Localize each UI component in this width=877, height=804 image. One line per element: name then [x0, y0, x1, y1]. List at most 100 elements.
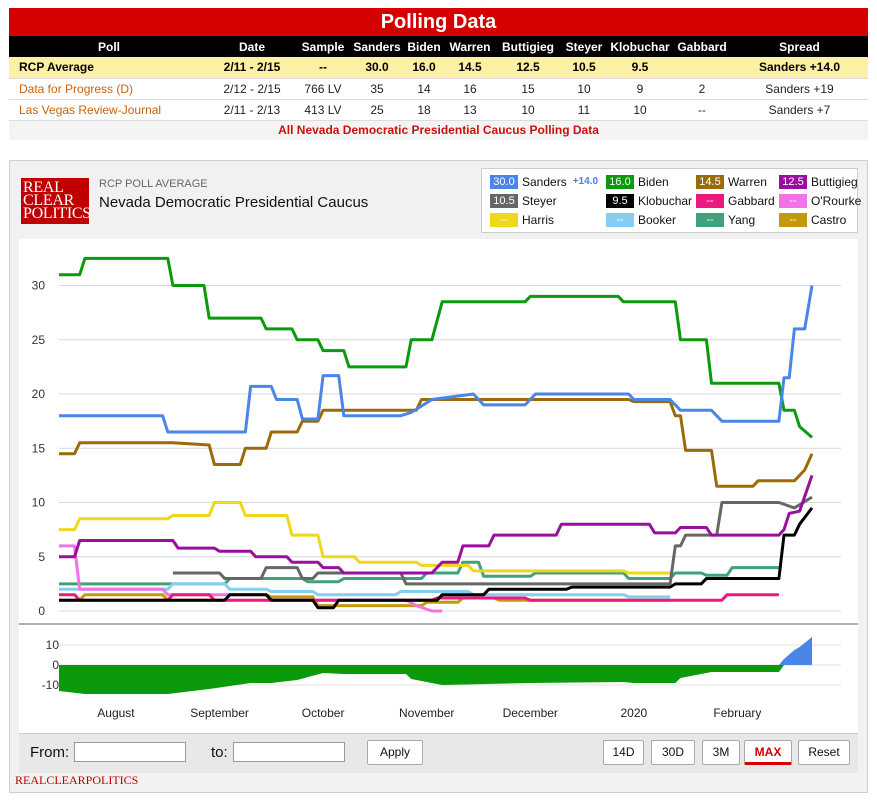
legend-item[interactable]: -- O'Rourke — [779, 193, 861, 208]
legend-name: Biden — [638, 174, 669, 189]
range-14d-button[interactable]: 14D — [603, 740, 644, 765]
legend-value-swatch: -- — [606, 212, 634, 227]
series-line-sanders — [59, 285, 814, 434]
table-cell: 35 — [351, 78, 403, 100]
legend-item[interactable]: 30.0 Sanders +14.0 — [490, 174, 598, 189]
polling-data-title: Polling Data — [9, 8, 868, 36]
x-tick-label: November — [399, 706, 454, 720]
table-cell: 15 — [495, 78, 561, 100]
poll-name-cell[interactable]: Las Vegas Review-Journal — [9, 99, 209, 121]
legend-name: Steyer — [522, 193, 557, 208]
reset-button[interactable]: Reset — [798, 740, 850, 765]
y-tick-label: 30 — [32, 279, 46, 293]
table-cell: 766 LV — [295, 78, 351, 100]
legend-item[interactable]: 16.0 Biden — [606, 174, 669, 189]
table-cell: 11 — [561, 99, 607, 121]
from-date-input[interactable] — [74, 742, 186, 762]
table-cell: 10.5 — [561, 57, 607, 79]
legend-value-swatch: -- — [490, 212, 518, 227]
y-tick-label: 0 — [38, 604, 45, 618]
polling-table: Poll Date Sample Sanders Biden Warren Buttigie… — [9, 36, 868, 140]
rcp-average-row: RCP Average 2/11 - 2/15 -- 30.0 16.0 14.5 12.5… — [9, 57, 868, 79]
series-line-biden — [59, 256, 813, 439]
table-cell: 2/11 - 2/15 — [209, 57, 295, 79]
chart-title: Nevada Democratic Presidential Caucus — [99, 194, 369, 211]
column-header: Biden — [403, 36, 445, 57]
column-header: Steyer — [561, 36, 607, 57]
spread-y-tick-label: 10 — [46, 638, 60, 652]
table-body: RCP Average 2/11 - 2/15 -- 30.0 16.0 14.5 12.5… — [9, 57, 868, 140]
legend-item[interactable]: -- Yang — [696, 212, 755, 227]
x-tick-label: December — [503, 706, 558, 720]
spread-area-negative — [59, 665, 812, 694]
legend-value-swatch: -- — [779, 193, 807, 208]
spread-chart — [59, 637, 812, 694]
spread-y-tick-label: 0 — [52, 658, 59, 672]
axis-labels: 0 5 10 15 20 25 30 10 0 -10 August September October… — [32, 279, 762, 720]
y-tick-label: 25 — [32, 333, 46, 347]
table-cell: 14.5 — [445, 57, 495, 79]
legend-name: O'Rourke — [811, 193, 862, 208]
column-header: Spread — [731, 36, 868, 57]
all-polls-row: All Nevada Democratic Presidential Caucu… — [9, 120, 868, 140]
y-tick-label: 5 — [38, 550, 45, 564]
legend-item[interactable]: 9.5 Klobuchar — [606, 193, 692, 208]
legend-item[interactable]: 14.5 Warren — [696, 174, 767, 189]
legend-name: Booker — [638, 212, 677, 227]
table-cell: 25 — [351, 99, 403, 121]
series-lines — [59, 256, 814, 613]
poll-name-cell: RCP Average — [9, 57, 209, 79]
x-tick-label: February — [713, 706, 761, 720]
range-3m-button[interactable]: 3M — [702, 740, 740, 765]
table-cell: 413 LV — [295, 99, 351, 121]
legend-value-swatch: 16.0 — [606, 174, 634, 189]
table-cell — [673, 57, 731, 79]
legend-item[interactable]: 12.5 Buttigieg — [779, 174, 858, 189]
series-line-harris — [59, 501, 671, 575]
column-header: Sample — [295, 36, 351, 57]
legend-item[interactable]: -- Gabbard — [696, 193, 775, 208]
table-cell: Sanders +14.0 — [731, 57, 868, 79]
polling-chart: 0 5 10 15 20 25 30 10 0 -10 August September October… — [19, 239, 858, 733]
series-line-steyer — [172, 495, 813, 586]
table-cell: 10 — [607, 99, 673, 121]
column-header: Klobuchar — [607, 36, 673, 57]
to-label: to: — [211, 744, 228, 761]
table-cell: 13 — [445, 99, 495, 121]
column-header: Gabbard — [673, 36, 731, 57]
legend-item[interactable]: -- Castro — [779, 212, 846, 227]
table-cell: 2/11 - 2/13 — [209, 99, 295, 121]
legend-item[interactable]: 10.5 Steyer — [490, 193, 557, 208]
apply-button[interactable]: Apply — [367, 740, 423, 765]
legend-name: Buttigieg — [811, 174, 858, 189]
legend-item[interactable]: -- Booker — [606, 212, 676, 227]
x-tick-label: September — [190, 706, 249, 720]
chart-subheading: RCP POLL AVERAGE — [99, 178, 208, 190]
table-cell: 18 — [403, 99, 445, 121]
legend-value-swatch: 10.5 — [490, 193, 518, 208]
legend-item[interactable]: -- Harris — [490, 212, 554, 227]
series-line-buttigieg — [59, 474, 814, 575]
series-line-booker — [59, 582, 671, 599]
rcp-logo[interactable]: REAL CLEAR POLITICS — [21, 178, 91, 224]
logo-line: REAL — [23, 179, 64, 196]
range-30d-button[interactable]: 30D — [651, 740, 695, 765]
column-header: Warren — [445, 36, 495, 57]
legend-spread: +14.0 — [572, 176, 599, 188]
legend-value-swatch: 9.5 — [606, 193, 634, 208]
to-date-input[interactable] — [233, 742, 345, 762]
y-tick-label: 10 — [32, 496, 46, 510]
legend-name: Harris — [522, 212, 554, 227]
column-header: Poll — [9, 36, 209, 57]
table-cell: Sanders +7 — [731, 99, 868, 121]
range-max-button[interactable]: MAX — [744, 740, 792, 765]
table-cell: 9 — [607, 78, 673, 100]
table-cell: -- — [673, 99, 731, 121]
legend-name: Sanders — [522, 174, 567, 189]
series-line-yang — [59, 560, 779, 586]
footer-brand[interactable]: REALCLEARPOLITICS — [15, 773, 139, 787]
series-line-klobuchar — [59, 506, 814, 610]
table-cell: 10 — [561, 78, 607, 100]
poll-name-cell[interactable]: Data for Progress (D) — [9, 78, 209, 100]
all-polling-data-link[interactable]: All Nevada Democratic Presidential Caucu… — [9, 120, 868, 140]
